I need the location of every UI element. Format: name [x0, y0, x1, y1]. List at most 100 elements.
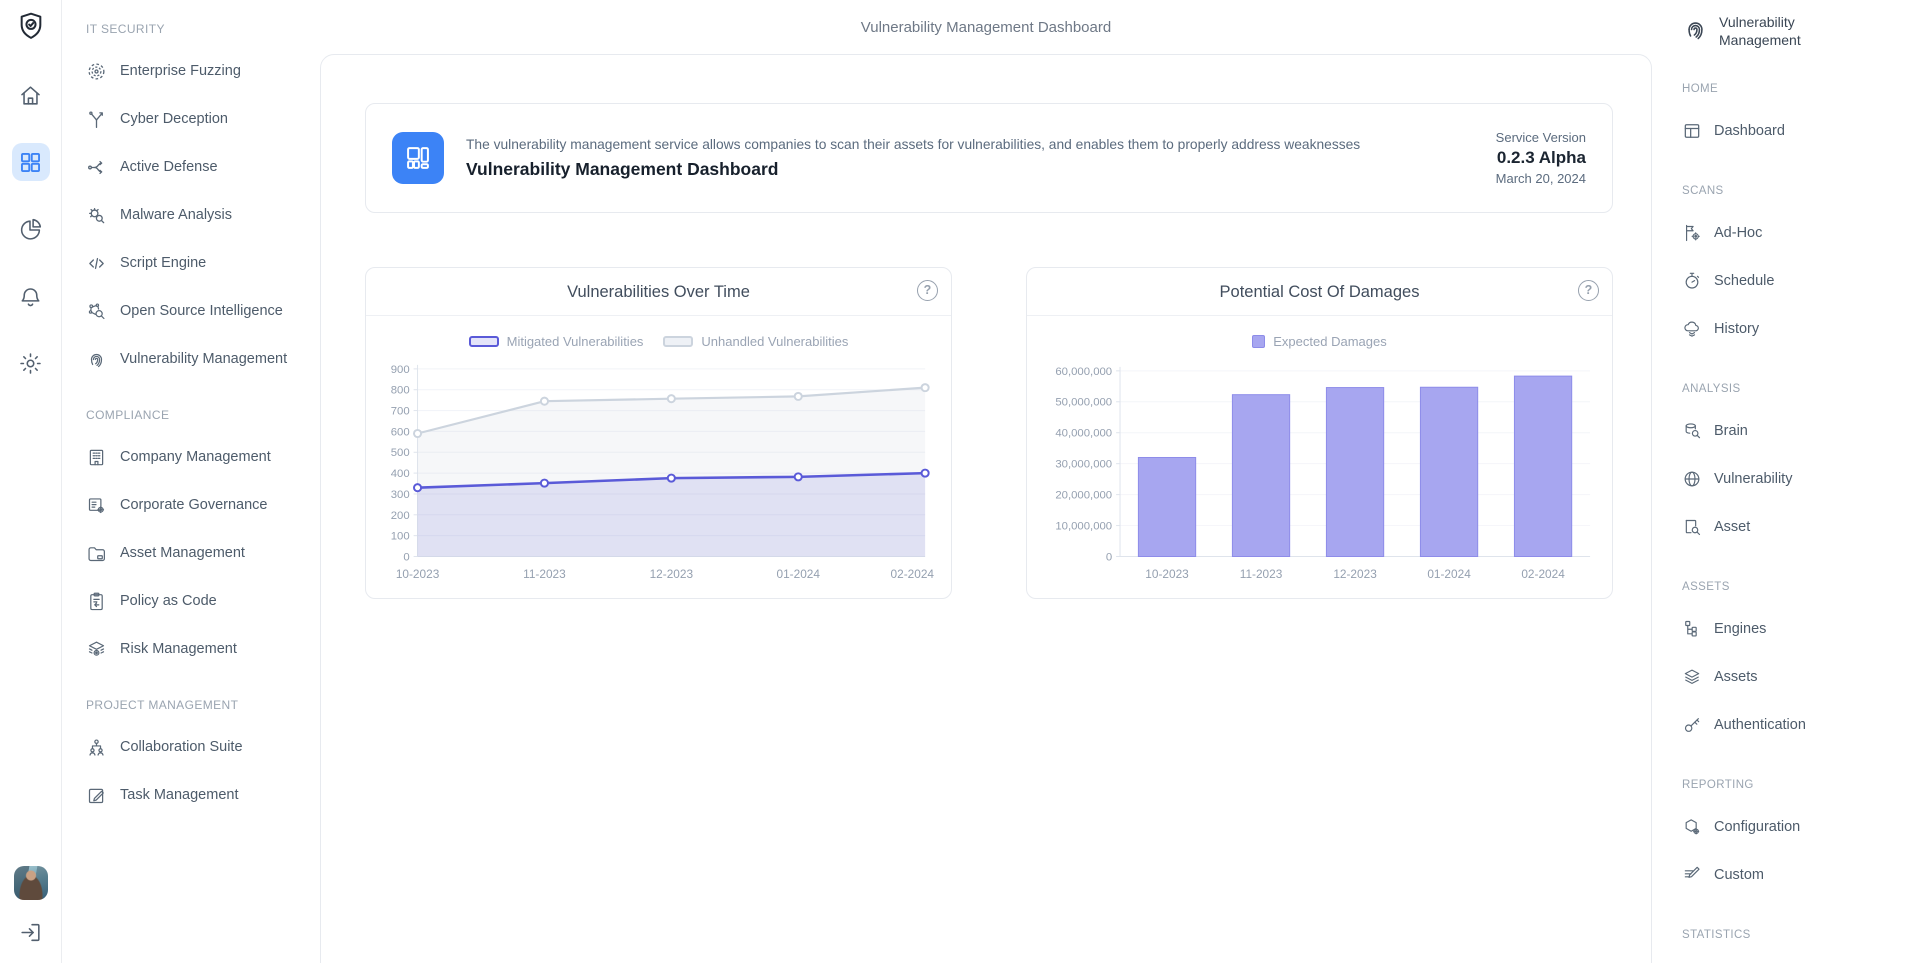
people-icon — [89, 738, 104, 756]
chart-header: Vulnerabilities Over Time ? — [366, 268, 951, 316]
sidebar-item-script-engine[interactable]: Script Engine — [86, 239, 308, 287]
svg-text:600: 600 — [391, 426, 410, 438]
line-chart: 0 100 200 300 400 500 600 700 800 900 10-2023 11-20… — [391, 364, 935, 581]
svg-text:11-2023: 11-2023 — [523, 567, 566, 581]
left-sidebar: IT SECURITY Enterprise Fuzzing Cyber Dec… — [62, 0, 318, 963]
section-label: SCANS — [1682, 185, 1724, 197]
section-label: ANALYSIS — [1682, 383, 1741, 395]
nav-item-custom[interactable]: Custom — [1682, 851, 1910, 899]
sidebar-item-label: Active Defense — [120, 159, 218, 175]
module-title: Vulnerability Management — [1719, 14, 1801, 48]
bug-search-icon — [89, 207, 105, 223]
svg-text:10-2023: 10-2023 — [396, 567, 440, 581]
svg-text:11-2023: 11-2023 — [1240, 567, 1283, 581]
sidebar-item-label: Vulnerability Management — [120, 351, 288, 367]
target-icon — [88, 62, 105, 80]
branch-icon — [89, 110, 103, 128]
clipboard-icon — [90, 592, 103, 610]
content-panel: The vulnerability management service all… — [320, 54, 1652, 963]
nav-item-label: Brain — [1714, 423, 1748, 439]
section-it-security: IT SECURITY Enterprise Fuzzing Cyber Dec… — [86, 6, 308, 383]
pie-chart-icon[interactable] — [12, 210, 50, 248]
sidebar-item-label: Enterprise Fuzzing — [120, 63, 241, 79]
grid-dashboard-icon[interactable] — [11, 143, 50, 181]
nav-item-brain[interactable]: Brain — [1682, 407, 1910, 455]
sidebar-item-collaboration-suite[interactable]: Collaboration Suite — [86, 723, 308, 771]
nav-item-asset[interactable]: Asset — [1682, 503, 1910, 551]
nav-item-ad-hoc[interactable]: Ad-Hoc — [1682, 209, 1910, 257]
sidebar-item-company-management[interactable]: Company Management — [86, 433, 308, 481]
shield-check-icon — [15, 10, 47, 42]
document-search-icon — [1685, 519, 1701, 536]
sidebar-item-label: Company Management — [120, 449, 271, 465]
sidebar-item-corporate-governance[interactable]: Corporate Governance — [86, 481, 308, 529]
nav-item-overview[interactable]: Overview — [1682, 953, 1910, 963]
svg-text:20,000,000: 20,000,000 — [1055, 490, 1112, 502]
gear-icon[interactable] — [12, 344, 50, 382]
svg-text:12-2023: 12-2023 — [1333, 567, 1377, 581]
sidebar-item-active-defense[interactable]: Active Defense — [86, 143, 308, 191]
logout-icon[interactable] — [12, 913, 50, 951]
service-title: Vulnerability Management Dashboard — [466, 158, 779, 179]
hexagon-gear-icon — [1685, 819, 1700, 835]
legend-label: Unhandled Vulnerabilities — [701, 334, 849, 349]
nav-item-label: Ad-Hoc — [1714, 225, 1763, 241]
chart-title: Potential Cost Of Damages — [1219, 283, 1420, 301]
nav-item-engines[interactable]: Engines — [1682, 605, 1910, 653]
svg-text:02-2024: 02-2024 — [1521, 567, 1565, 581]
chart-body: Expected Damages 0 10,000,000 20,000,000 30… — [1027, 316, 1612, 598]
sidebar-item-malware-analysis[interactable]: Malware Analysis — [86, 191, 308, 239]
sidebar-item-vulnerability-management[interactable]: Vulnerability Management — [86, 335, 308, 383]
nav-item-dashboard[interactable]: Dashboard — [1682, 107, 1910, 155]
svg-text:30,000,000: 30,000,000 — [1055, 459, 1112, 471]
list-gear-icon — [88, 497, 105, 513]
svg-text:400: 400 — [391, 468, 410, 480]
nav-item-schedule[interactable]: Schedule — [1682, 257, 1910, 305]
nav-item-assets[interactable]: Assets — [1682, 653, 1910, 701]
nav-item-label: Assets — [1714, 669, 1758, 685]
service-description: The vulnerability management service all… — [466, 136, 1361, 152]
sidebar-item-cyber-deception[interactable]: Cyber Deception — [86, 95, 308, 143]
section-label: STATISTICS — [1682, 929, 1751, 941]
legend-item[interactable]: Unhandled Vulnerabilities — [663, 334, 848, 349]
svg-text:700: 700 — [391, 406, 410, 418]
legend-item[interactable]: Mitigated Vulnerabilities — [468, 334, 643, 349]
nav-item-configuration[interactable]: Configuration — [1682, 803, 1910, 851]
svg-text:800: 800 — [391, 385, 410, 397]
legend-item[interactable]: Expected Damages — [1252, 334, 1387, 349]
section-project-management: PROJECT MANAGEMENT Collaboration Suite T… — [86, 673, 308, 819]
dashboard-layout-icon — [392, 132, 444, 184]
svg-text:01-2024: 01-2024 — [776, 567, 820, 581]
nav-item-label: Dashboard — [1714, 123, 1785, 139]
service-version-date: March 20, 2024 — [1495, 171, 1586, 186]
section-compliance: COMPLIANCE Company Management Corporate … — [86, 383, 308, 673]
section-label: ASSETS — [1682, 581, 1730, 593]
fingerprint-icon — [1688, 22, 1703, 40]
sidebar-item-policy-as-code[interactable]: Policy as Code — [86, 577, 308, 625]
help-icon[interactable]: ? — [1578, 280, 1599, 301]
sidebar-item-risk-management[interactable]: Risk Management — [86, 625, 308, 673]
vulnerabilities-over-time-card: Vulnerabilities Over Time ? Mitigated Vu… — [365, 267, 952, 600]
sidebar-item-enterprise-fuzzing[interactable]: Enterprise Fuzzing — [86, 47, 308, 95]
globe-icon — [1684, 471, 1700, 487]
fingerprint-icon — [90, 353, 103, 367]
flag-target-icon — [1686, 224, 1700, 242]
sidebar-item-asset-management[interactable]: Asset Management — [86, 529, 308, 577]
svg-text:900: 900 — [391, 364, 410, 376]
nav-item-history[interactable]: History — [1682, 305, 1910, 353]
user-avatar[interactable] — [13, 866, 48, 900]
home-icon[interactable] — [12, 76, 50, 114]
sidebar-item-task-management[interactable]: Task Management — [86, 771, 308, 819]
section-label: HOME — [1682, 83, 1719, 95]
nav-item-authentication[interactable]: Authentication — [1682, 701, 1910, 749]
section-label: IT SECURITY — [86, 22, 165, 36]
bell-icon[interactable] — [12, 277, 50, 315]
rail-bottom — [12, 866, 50, 951]
nav-item-vulnerability[interactable]: Vulnerability — [1682, 455, 1910, 503]
layers-icon — [1684, 669, 1700, 684]
help-icon[interactable]: ? — [917, 280, 938, 301]
legend-swatch — [468, 336, 499, 347]
sidebar-item-open-source-intelligence[interactable]: Open Source Intelligence — [86, 287, 308, 335]
sidebar-item-label: Policy as Code — [120, 593, 217, 609]
